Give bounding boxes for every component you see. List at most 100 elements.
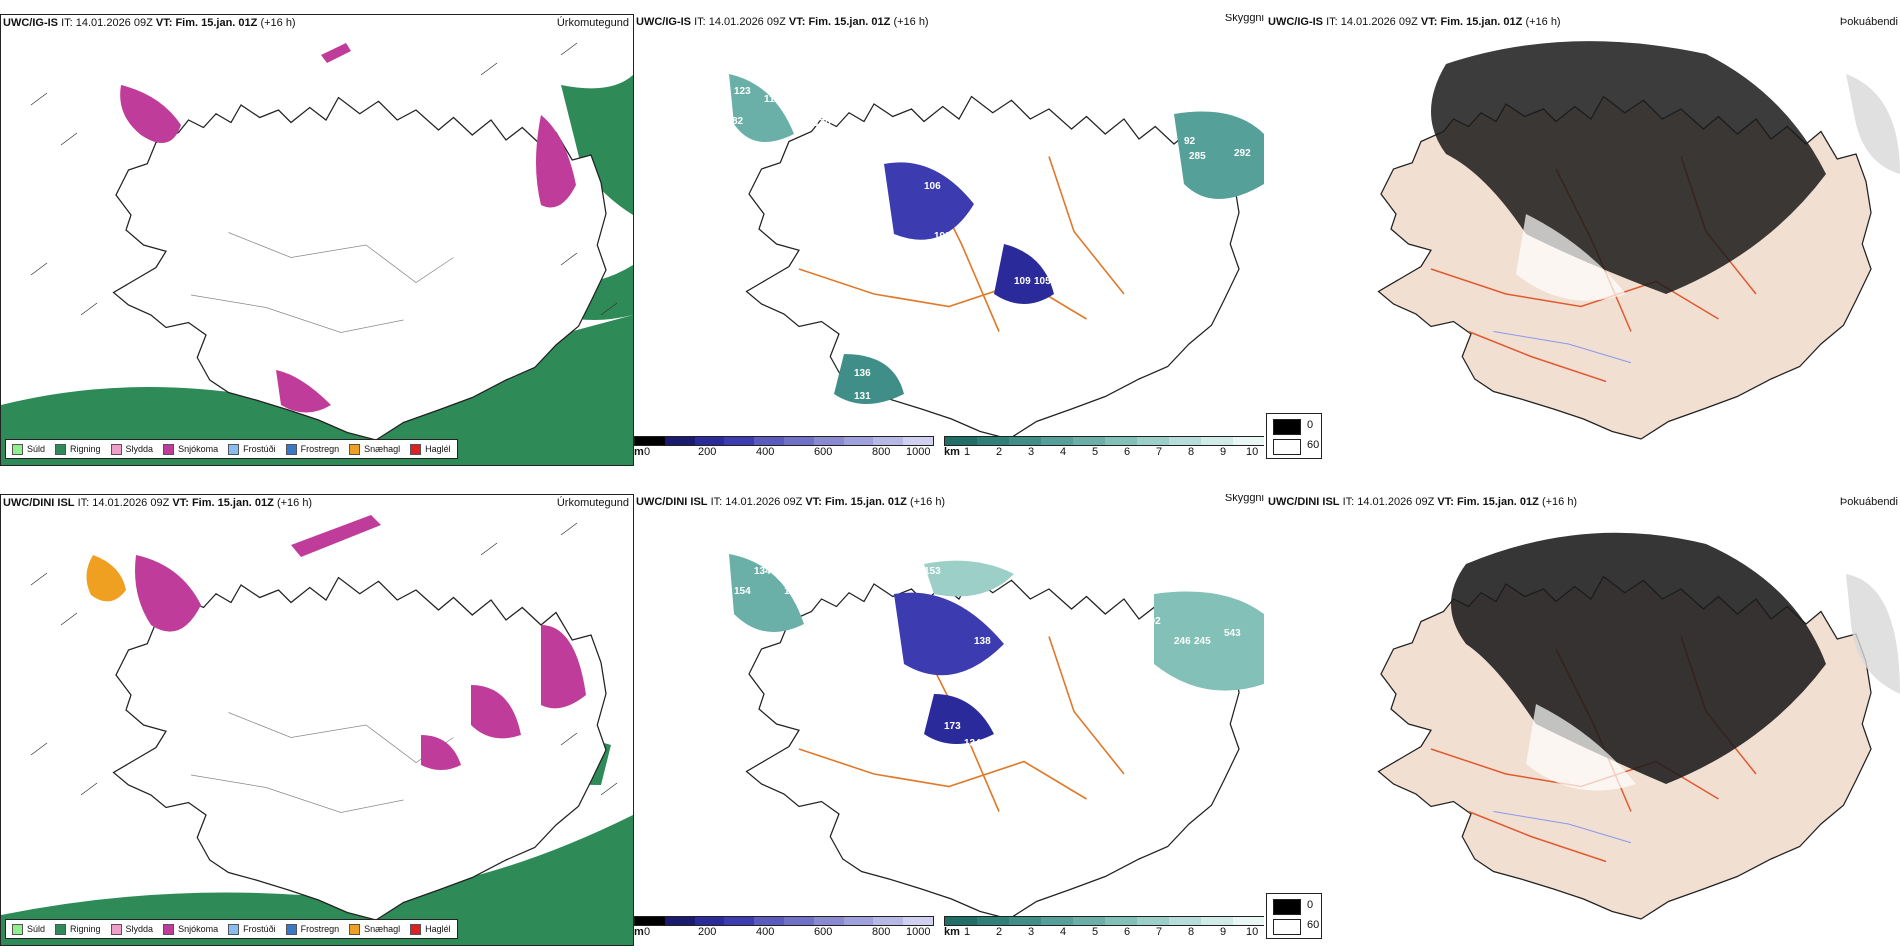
ceiling-label: 138 bbox=[974, 636, 991, 647]
ceiling-label: 137 bbox=[914, 686, 931, 697]
visibility-tick: 10 bbox=[1246, 926, 1259, 938]
ceiling-tick: 600 bbox=[814, 926, 833, 938]
visibility-tick: 3 bbox=[1028, 446, 1035, 458]
visibility-unit: km bbox=[944, 446, 960, 458]
ceiling-label: 123 bbox=[734, 86, 751, 97]
ceiling-label: 173 bbox=[944, 721, 961, 732]
param-title: Skyggni bbox=[1224, 494, 1264, 504]
ceiling-tick: 1000 bbox=[906, 926, 931, 938]
legend-item: Snæhagl bbox=[349, 923, 400, 935]
panel-header: UWC/DINI ISL IT: 14.01.2026 09Z VT: Fim.… bbox=[636, 496, 946, 508]
visibility-tick: 1 bbox=[964, 446, 971, 458]
ceiling-label: 105 bbox=[1034, 276, 1051, 287]
visibility-map-top: 123 115 82 245 170 106 199 109 105 121 8… bbox=[634, 14, 1264, 464]
ceiling-label: 246 bbox=[1174, 636, 1191, 647]
ceiling-tick: 800 bbox=[872, 926, 891, 938]
visibility-tick: 9 bbox=[1220, 926, 1227, 938]
ceiling-label: 245 bbox=[1194, 636, 1211, 647]
fog-canvas-top bbox=[1266, 14, 1900, 464]
visibility-unit: km bbox=[944, 926, 960, 938]
visibility-tick: 8 bbox=[1188, 926, 1195, 938]
legend-item: Rigning bbox=[55, 923, 101, 935]
fog-label: 0 bbox=[1307, 419, 1314, 431]
legend-item: Haglél bbox=[410, 923, 451, 935]
ceiling-label: 82 bbox=[732, 116, 744, 127]
visibility-tick: 3 bbox=[1028, 926, 1035, 938]
visibility-tick: 5 bbox=[1092, 926, 1099, 938]
visibility-tick: 8 bbox=[1188, 446, 1195, 458]
ceiling-tick: 800 bbox=[872, 446, 891, 458]
fog-label: 60 bbox=[1307, 439, 1320, 451]
legend-item: Súld bbox=[12, 443, 45, 455]
ceiling-colorbar bbox=[634, 436, 934, 446]
ceiling-label: 153 bbox=[924, 566, 941, 577]
fog-map-top: UWC/IG-IS IT: 14.01.2026 09Z VT: Fim. 15… bbox=[1266, 14, 1900, 464]
legend-item: Snjókoma bbox=[163, 923, 218, 935]
ceiling-label: 285 bbox=[1189, 151, 1206, 162]
param-title: Úrkomutegund bbox=[556, 17, 629, 29]
visibility-tick: 9 bbox=[1220, 446, 1227, 458]
ceiling-label: 92 bbox=[1184, 136, 1196, 147]
ceiling-label: 134 bbox=[964, 738, 981, 749]
panel-header: UWC/DINI ISL IT: 14.01.2026 09Z VT: Fim.… bbox=[1268, 496, 1578, 508]
visibility-tick: 5 bbox=[1092, 446, 1099, 458]
fog-legend-top: 0 60 bbox=[1266, 413, 1322, 459]
visibility-tick: 4 bbox=[1060, 926, 1067, 938]
ceiling-label: 170 bbox=[814, 118, 831, 129]
ceiling-label: 292 bbox=[1234, 148, 1251, 159]
fog-swatch bbox=[1273, 899, 1301, 915]
ceiling-tick: 0 bbox=[644, 446, 651, 458]
legend-item: Haglél bbox=[410, 443, 451, 455]
ceiling-label: 181 bbox=[784, 586, 801, 597]
ceiling-tick: 400 bbox=[756, 446, 775, 458]
legend-item: Frostregn bbox=[285, 923, 339, 935]
param-title: Þokuábendi bbox=[1839, 496, 1898, 508]
visibility-colorbar bbox=[944, 916, 1264, 926]
legend-item: Súld bbox=[12, 923, 45, 935]
ceiling-label: 202 bbox=[1144, 616, 1161, 627]
legend-item: Frostúði bbox=[228, 923, 276, 935]
visibility-tick: 7 bbox=[1156, 446, 1163, 458]
ceiling-unit: m bbox=[634, 926, 644, 938]
ceiling-tick: 200 bbox=[698, 926, 717, 938]
param-title: Skyggni bbox=[1224, 14, 1264, 24]
visibility-tick: 7 bbox=[1156, 926, 1163, 938]
fog-canvas-bottom bbox=[1266, 494, 1900, 944]
fog-map-bottom: UWC/DINI ISL IT: 14.01.2026 09Z VT: Fim.… bbox=[1266, 494, 1900, 944]
visibility-tick: 4 bbox=[1060, 446, 1067, 458]
visibility-canvas-bottom: 134 154 181 153 128 138 137 173 134 202 … bbox=[634, 494, 1264, 944]
ceiling-label: 89 bbox=[1114, 256, 1126, 267]
ceiling-label: 109 bbox=[1014, 276, 1031, 287]
panel-header: UWC/IG-IS IT: 14.01.2026 09Z VT: Fim. 15… bbox=[636, 16, 929, 28]
ceiling-label: 128 bbox=[964, 601, 981, 612]
precip-legend: Súld Rigning Slydda Snjókoma Frostúði Fr… bbox=[5, 439, 458, 459]
panel-header: UWC/DINI ISL IT: 14.01.2026 09Z VT: Fim.… bbox=[3, 497, 313, 509]
ceiling-label: 106 bbox=[924, 181, 941, 192]
ceiling-tick: 1000 bbox=[906, 446, 931, 458]
visibility-tick: 1 bbox=[964, 926, 971, 938]
visibility-tick: 6 bbox=[1124, 926, 1131, 938]
ceiling-label: 134 bbox=[754, 566, 771, 577]
ceiling-label: 245 bbox=[794, 118, 811, 129]
visibility-tick: 2 bbox=[996, 446, 1003, 458]
ceiling-label: 154 bbox=[734, 586, 751, 597]
ceiling-tick: 0 bbox=[644, 926, 651, 938]
visibility-tick: 2 bbox=[996, 926, 1003, 938]
fog-swatch bbox=[1273, 439, 1301, 455]
legend-item: Slydda bbox=[110, 443, 153, 455]
precip-legend: Súld Rigning Slydda Snjókoma Frostúði Fr… bbox=[5, 919, 458, 939]
precip-type-canvas-top bbox=[1, 15, 633, 465]
ceiling-tick: 600 bbox=[814, 446, 833, 458]
ceiling-label: 79 bbox=[1054, 746, 1066, 757]
fog-swatch bbox=[1273, 419, 1301, 435]
precip-type-map-top: UWC/IG-IS IT: 14.01.2026 09Z VT: Fim. 15… bbox=[0, 14, 634, 466]
panel-header: UWC/IG-IS IT: 14.01.2026 09Z VT: Fim. 15… bbox=[3, 17, 296, 29]
param-title: Þokuábendi bbox=[1839, 16, 1898, 28]
legend-item: Rigning bbox=[55, 443, 101, 455]
fog-swatch bbox=[1273, 919, 1301, 935]
ceiling-label: 131 bbox=[854, 391, 871, 402]
fog-label: 0 bbox=[1307, 899, 1314, 911]
legend-item: Frostúði bbox=[228, 443, 276, 455]
visibility-tick: 10 bbox=[1246, 446, 1259, 458]
ceiling-label: 199 bbox=[934, 231, 951, 242]
